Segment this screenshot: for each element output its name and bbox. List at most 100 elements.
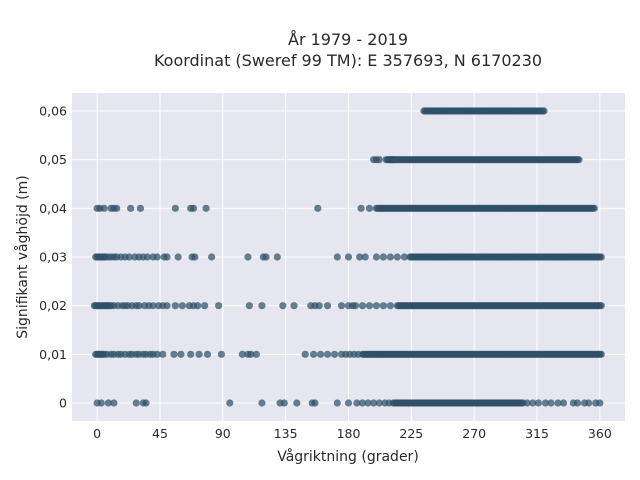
data-point	[153, 253, 161, 261]
y-tick-label: 0,02	[39, 298, 67, 313]
data-point	[400, 253, 408, 261]
data-point	[370, 399, 378, 407]
data-point	[258, 302, 266, 310]
data-point	[258, 399, 266, 407]
data-point	[337, 302, 346, 310]
y-tick-label: 0,06	[39, 104, 67, 119]
x-tick-label: 270	[462, 426, 486, 441]
data-point	[170, 350, 178, 358]
chart-title-line-1: År 1979 - 2019	[288, 30, 408, 49]
data-point	[163, 253, 171, 261]
data-point	[262, 253, 270, 261]
data-point	[163, 302, 171, 310]
data-point	[127, 204, 135, 212]
data-point	[597, 302, 605, 310]
data-point	[597, 350, 605, 358]
data-point	[187, 350, 195, 358]
data-point	[523, 399, 531, 407]
data-point	[590, 204, 598, 212]
data-point	[353, 399, 361, 407]
x-tick-label: 45	[152, 426, 168, 441]
data-point	[110, 399, 118, 407]
data-point	[393, 253, 401, 261]
x-tick-label: 90	[215, 426, 231, 441]
data-point	[315, 302, 323, 310]
data-point	[364, 399, 372, 407]
data-point	[541, 399, 550, 407]
data-point	[547, 399, 555, 407]
data-point	[585, 399, 593, 407]
data-point	[365, 302, 374, 310]
data-points	[90, 107, 605, 407]
data-point	[356, 253, 364, 261]
y-tick-label: 0	[59, 395, 67, 410]
data-point	[245, 302, 253, 310]
data-point	[316, 350, 325, 358]
data-point	[311, 399, 319, 407]
data-point	[344, 253, 353, 261]
data-point	[540, 107, 548, 115]
data-point	[597, 253, 605, 261]
data-point	[149, 302, 157, 310]
data-point	[386, 302, 394, 310]
data-point	[202, 204, 210, 212]
data-point	[280, 399, 288, 407]
data-point	[372, 302, 381, 310]
data-point	[293, 399, 301, 407]
data-point	[252, 350, 260, 358]
data-point	[309, 350, 318, 358]
data-point	[113, 204, 121, 212]
data-point	[323, 302, 332, 310]
y-axis-title: Signifikant våghöjd (m)	[14, 175, 31, 338]
data-point	[375, 399, 383, 407]
x-tick-label: 225	[399, 426, 423, 441]
data-point	[351, 302, 360, 310]
y-tick-label: 0,04	[39, 201, 67, 216]
data-point	[575, 156, 583, 164]
y-tick-labels: 0 0,01 0,02 0,03 0,04 0,05 0,06	[39, 104, 67, 411]
data-point	[379, 302, 388, 310]
data-point	[238, 350, 246, 358]
data-point	[333, 253, 341, 261]
data-point	[323, 350, 332, 358]
y-tick-label: 0,01	[39, 347, 67, 362]
x-tick-label: 315	[525, 426, 549, 441]
data-point	[273, 253, 281, 261]
x-tick-label: 360	[588, 426, 612, 441]
data-point	[97, 399, 105, 407]
data-point	[153, 350, 161, 358]
y-tick-label: 0,05	[39, 152, 67, 167]
data-point	[178, 302, 186, 310]
x-tick-label: 180	[337, 426, 361, 441]
data-point	[191, 253, 199, 261]
x-axis-title: Vågriktning (grader)	[277, 448, 419, 465]
data-point	[247, 350, 255, 358]
data-point	[104, 399, 112, 407]
data-point	[203, 350, 212, 358]
data-point	[534, 399, 543, 407]
data-point	[529, 399, 537, 407]
data-point	[132, 399, 140, 407]
data-point	[301, 350, 309, 358]
data-point	[174, 253, 182, 261]
data-point	[361, 253, 369, 261]
data-point	[136, 204, 145, 212]
x-tick-label: 135	[274, 426, 298, 441]
data-point	[372, 253, 381, 261]
data-point	[389, 156, 397, 164]
data-point	[189, 204, 198, 212]
data-point	[195, 350, 203, 358]
data-point	[159, 350, 167, 358]
data-point	[314, 204, 322, 212]
data-point	[554, 399, 562, 407]
data-point	[386, 253, 394, 261]
data-point	[135, 302, 143, 310]
data-point	[201, 302, 209, 310]
data-point	[171, 204, 179, 212]
data-point	[100, 204, 108, 212]
data-point	[142, 399, 150, 407]
data-point	[171, 302, 179, 310]
data-point	[244, 253, 252, 261]
data-point	[354, 350, 362, 358]
